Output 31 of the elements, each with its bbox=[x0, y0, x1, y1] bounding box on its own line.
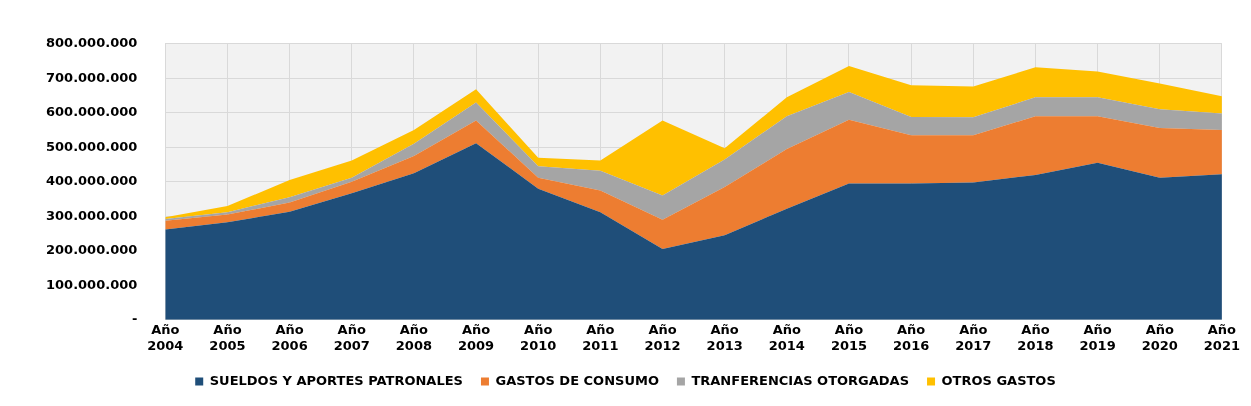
y-tick-label: 700.000.000 bbox=[45, 69, 138, 85]
x-tick-label: Año 2009 bbox=[457, 321, 495, 353]
y-tick-label: 400.000.000 bbox=[45, 173, 138, 189]
y-tick-label: 200.000.000 bbox=[45, 242, 138, 258]
x-tick-label: Año 2014 bbox=[768, 321, 805, 353]
legend-label: SUELDOS Y APORTES PATRONALES bbox=[209, 372, 463, 388]
y-tick-label: 300.000.000 bbox=[45, 207, 138, 223]
legend-label: OTROS GASTOS bbox=[941, 372, 1056, 388]
y-tick-label: - bbox=[131, 311, 138, 327]
y-tick-label: 100.000.000 bbox=[45, 276, 138, 292]
x-tick-label: Año 2017 bbox=[955, 321, 992, 353]
x-tick-label: Año 2013 bbox=[706, 321, 743, 353]
legend-label: TRANFERENCIAS OTORGADAS bbox=[691, 372, 910, 388]
x-tick-label: Año 2019 bbox=[1079, 321, 1116, 353]
x-tick-label: Año 2012 bbox=[644, 321, 681, 353]
x-tick-label: Año 2021 bbox=[1203, 321, 1240, 353]
x-tick-label: Año 2020 bbox=[1141, 321, 1178, 353]
y-tick-label: 800.000.000 bbox=[45, 35, 138, 51]
x-tick-label: Año 2015 bbox=[830, 321, 868, 353]
x-tick-label: Año 2007 bbox=[333, 321, 370, 353]
y-tick-label: 500.000.000 bbox=[45, 138, 138, 154]
y-tick-label: 600.000.000 bbox=[45, 104, 138, 120]
x-tick-label: Año 2008 bbox=[395, 321, 432, 353]
x-tick-label: Año 2004 bbox=[147, 321, 184, 353]
x-tick-label: Año 2010 bbox=[520, 321, 557, 353]
legend-label: GASTOS DE CONSUMO bbox=[495, 372, 659, 388]
x-tick-label: Año 2006 bbox=[271, 321, 308, 353]
x-tick-label: Año 2005 bbox=[209, 321, 246, 353]
x-tick-label: Año 2016 bbox=[893, 321, 930, 353]
x-tick-label: Año 2011 bbox=[582, 321, 619, 353]
x-tick-label: Año 2018 bbox=[1017, 321, 1054, 353]
